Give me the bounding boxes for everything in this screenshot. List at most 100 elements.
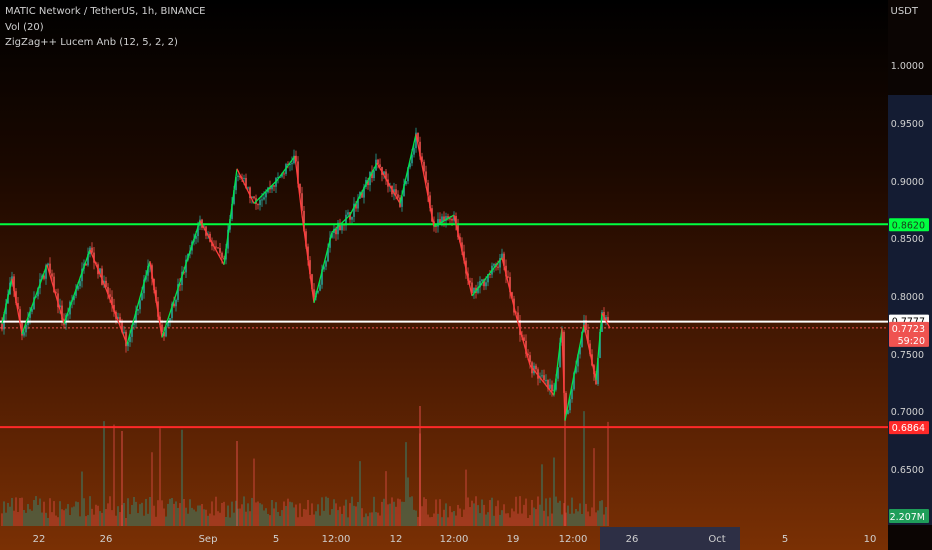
zigzag-segment — [471, 257, 503, 297]
candle-body — [405, 181, 407, 185]
volume-bar — [515, 496, 517, 526]
candle-body — [555, 378, 557, 390]
volume-bar — [235, 500, 237, 526]
volume-bar — [549, 497, 551, 526]
volume-bar — [337, 510, 339, 526]
candle-body — [483, 279, 485, 287]
volume-bar — [357, 502, 359, 526]
volume-bar — [441, 517, 443, 526]
candle-body — [251, 196, 253, 198]
candle-body — [441, 216, 443, 223]
candle-body — [297, 161, 299, 184]
volume-bar — [183, 498, 185, 526]
volume-bar — [425, 498, 427, 526]
volume-bar — [117, 506, 119, 526]
candle-body — [557, 367, 559, 379]
candle-body — [169, 318, 171, 321]
volume-bar — [553, 457, 555, 526]
volume-bar — [29, 509, 31, 526]
volume-bar — [57, 517, 59, 526]
volume-bar — [449, 506, 451, 526]
volume-bar — [219, 512, 221, 526]
volume-bar — [141, 502, 143, 526]
volume-bar — [273, 508, 275, 526]
candle-body — [501, 253, 503, 259]
volume-bar — [13, 510, 15, 526]
support-level-tag — [889, 421, 929, 435]
volume-bar — [59, 501, 61, 526]
candle-body — [313, 289, 315, 298]
candle-body — [283, 173, 285, 175]
zigzag-segment — [331, 214, 351, 233]
volume-bar — [359, 461, 361, 526]
candle-body — [85, 263, 87, 266]
volume-bar — [435, 499, 437, 526]
candles — [1, 127, 609, 417]
volume-bar — [447, 517, 449, 526]
volume-bar — [139, 504, 141, 526]
candle-body — [33, 297, 35, 310]
candle-body — [547, 380, 549, 389]
volume-bar — [551, 513, 553, 526]
volume-bar — [327, 497, 329, 526]
volume-bar — [63, 510, 65, 526]
volume-bar — [83, 498, 85, 526]
candle-body — [569, 399, 571, 411]
candle-body — [527, 353, 529, 356]
zigzag-segment — [21, 264, 48, 335]
volume-bar — [297, 517, 299, 526]
candle-body — [429, 195, 431, 209]
volume-bar — [227, 505, 229, 526]
x-tick-label: Oct — [708, 534, 725, 545]
volume-bar — [243, 496, 245, 526]
volume-bar — [193, 509, 195, 526]
volume-bar — [517, 513, 519, 526]
volume-bar — [421, 506, 423, 526]
volume-bar — [479, 513, 481, 526]
zigzag-segment — [564, 324, 585, 421]
volume-bar — [145, 498, 147, 526]
candle-body — [445, 216, 447, 221]
volume-bar — [477, 505, 479, 526]
volume-bar — [15, 497, 17, 526]
candle-body — [341, 224, 343, 231]
candle-body — [507, 276, 509, 278]
candle-body — [249, 187, 251, 198]
y-tick-label: 0.8500 — [891, 234, 924, 245]
candle-body — [37, 288, 39, 297]
volume-bar — [129, 514, 131, 526]
volume-bar — [143, 515, 145, 526]
volume-bar — [153, 505, 155, 526]
zigzag-segment — [149, 261, 163, 338]
candle-body — [437, 219, 439, 227]
volume-legend[interactable]: Vol (20) — [5, 22, 44, 33]
volume-bar — [383, 498, 385, 526]
candle-body — [55, 292, 57, 294]
candle-body — [277, 177, 279, 179]
zigzag-segment — [313, 232, 333, 303]
symbol-title[interactable]: MATIC Network / TetherUS, 1h, BINANCE — [5, 6, 206, 17]
volume-bar — [237, 508, 239, 526]
candle-body — [577, 354, 579, 367]
candle-body — [579, 346, 581, 355]
volume-bar — [433, 513, 435, 526]
volume-bar — [9, 506, 11, 526]
candle-body — [573, 372, 575, 390]
x-tick-label: 10 — [864, 534, 877, 545]
resistance-level-label: 0.8620 — [892, 220, 925, 231]
candle-body — [143, 279, 145, 294]
zigzag-segment — [63, 249, 91, 324]
volume-bar — [523, 504, 525, 526]
volume-bar — [283, 501, 285, 526]
indicator-legend[interactable]: ZigZag++ Lucem Anb (12, 5, 2, 2) — [5, 37, 178, 48]
volume-bar — [399, 499, 401, 526]
volume-bar — [573, 513, 575, 526]
volume-bar — [543, 510, 545, 526]
volume-bar — [303, 508, 305, 526]
candle-body — [117, 317, 119, 319]
candle-body — [567, 410, 569, 415]
zigzag-segment — [89, 249, 107, 290]
candle-body — [473, 287, 475, 294]
volume-bar — [77, 502, 79, 526]
